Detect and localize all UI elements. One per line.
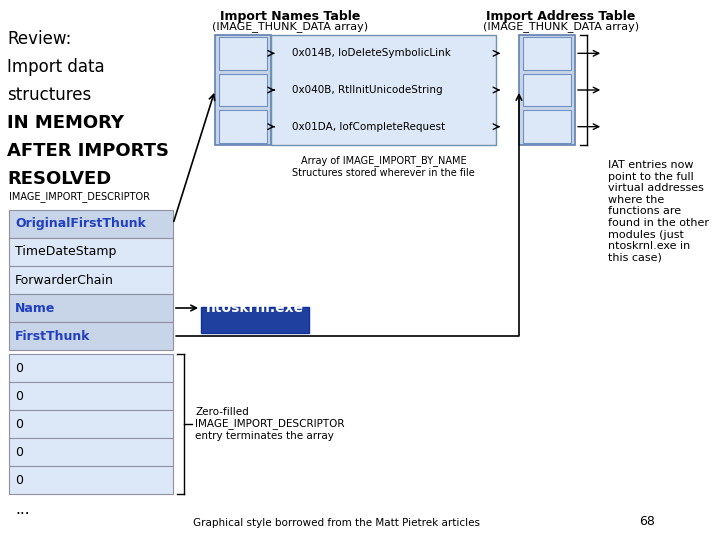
Text: ntoskrnl.exe: ntoskrnl.exe [206, 301, 304, 315]
FancyBboxPatch shape [219, 73, 267, 106]
FancyBboxPatch shape [9, 410, 173, 438]
Text: Import Names Table: Import Names Table [220, 10, 360, 23]
FancyBboxPatch shape [9, 266, 173, 294]
Text: 0: 0 [15, 361, 23, 375]
FancyBboxPatch shape [9, 438, 173, 466]
FancyBboxPatch shape [215, 35, 271, 145]
Text: (IMAGE_THUNK_DATA array): (IMAGE_THUNK_DATA array) [483, 21, 639, 32]
Text: OriginalFirstThunk: OriginalFirstThunk [15, 218, 146, 231]
Text: 0x014B, IoDeleteSymbolicLink: 0x014B, IoDeleteSymbolicLink [292, 49, 451, 58]
Text: AFTER IMPORTS: AFTER IMPORTS [7, 142, 169, 160]
Text: Name: Name [15, 301, 55, 314]
Text: Import Address Table: Import Address Table [486, 10, 636, 23]
Text: IMAGE_IMPORT_DESCRIPTOR: IMAGE_IMPORT_DESCRIPTOR [9, 191, 150, 202]
Text: Import data: Import data [7, 58, 105, 76]
Text: ForwarderChain: ForwarderChain [15, 273, 114, 287]
FancyBboxPatch shape [523, 73, 572, 106]
FancyBboxPatch shape [219, 37, 267, 70]
Text: IAT entries now
point to the full
virtual addresses
where the
functions are
foun: IAT entries now point to the full virtua… [608, 160, 708, 263]
FancyBboxPatch shape [9, 354, 173, 382]
Text: 68: 68 [639, 515, 654, 528]
Text: Array of IMAGE_IMPORT_BY_NAME
Structures stored wherever in the file: Array of IMAGE_IMPORT_BY_NAME Structures… [292, 155, 474, 178]
Text: Zero-filled
IMAGE_IMPORT_DESCRIPTOR
entry terminates the array: Zero-filled IMAGE_IMPORT_DESCRIPTOR entr… [195, 407, 345, 441]
Text: Review:: Review: [7, 30, 72, 48]
Text: FirstThunk: FirstThunk [15, 329, 91, 342]
FancyBboxPatch shape [201, 307, 309, 333]
FancyBboxPatch shape [9, 210, 173, 238]
FancyBboxPatch shape [9, 238, 173, 266]
FancyBboxPatch shape [9, 382, 173, 410]
Text: 0: 0 [15, 446, 23, 458]
FancyBboxPatch shape [9, 322, 173, 350]
Text: ...: ... [15, 502, 30, 517]
Text: (IMAGE_THUNK_DATA array): (IMAGE_THUNK_DATA array) [212, 21, 368, 32]
Text: 0x01DA, IofCompleteRequest: 0x01DA, IofCompleteRequest [292, 122, 445, 132]
Text: 0: 0 [15, 417, 23, 430]
FancyBboxPatch shape [9, 466, 173, 494]
FancyBboxPatch shape [519, 35, 575, 145]
Text: 0x040B, RtlInitUnicodeString: 0x040B, RtlInitUnicodeString [292, 85, 442, 95]
FancyBboxPatch shape [523, 110, 572, 143]
Text: structures: structures [7, 86, 91, 104]
Text: TimeDateStamp: TimeDateStamp [15, 246, 117, 259]
FancyBboxPatch shape [523, 37, 572, 70]
Text: IN MEMORY: IN MEMORY [7, 114, 125, 132]
Text: RESOLVED: RESOLVED [7, 170, 112, 188]
Text: 0: 0 [15, 474, 23, 487]
Text: Graphical style borrowed from the Matt Pietrek articles: Graphical style borrowed from the Matt P… [193, 518, 480, 528]
FancyBboxPatch shape [271, 35, 495, 145]
FancyBboxPatch shape [219, 110, 267, 143]
Text: 0: 0 [15, 389, 23, 402]
FancyBboxPatch shape [9, 294, 173, 322]
